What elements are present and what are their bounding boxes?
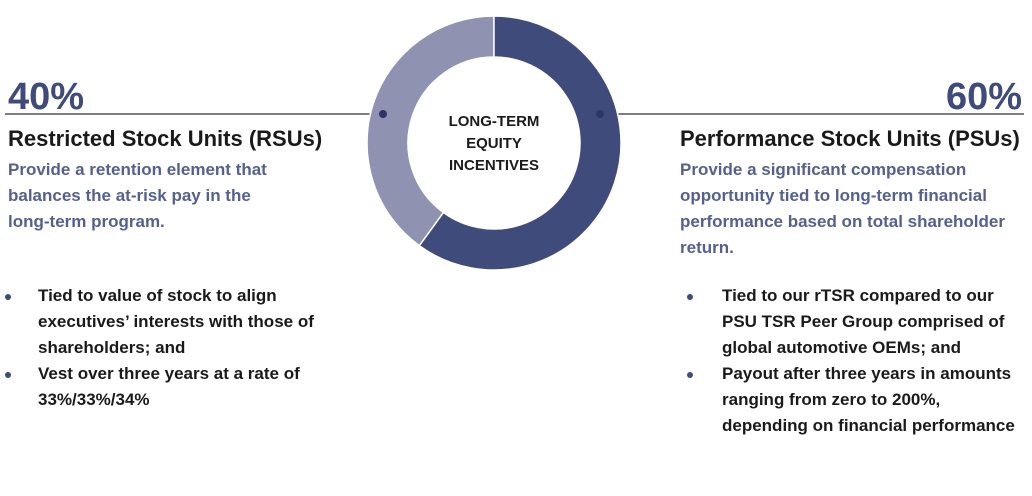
bullet-item: Tied to value of stock to align executiv… [5,283,343,361]
donut-segment [418,15,622,271]
value-label: 60% [945,76,1022,118]
bullet-item: Payout after three years in amounts rang… [687,361,1027,439]
bullet-item: Vest over three years at a rate of 33%/3… [5,361,343,413]
leader-dot [379,110,387,118]
leader-dot [596,110,604,118]
segment-heading: Restricted Stock Units (RSUs) [8,126,323,151]
donut-segment [366,15,495,247]
segment-description: Provide a significant compensation oppor… [680,160,1005,257]
bullet-list: Tied to our rTSR compared to our PSU TSR… [687,283,1027,439]
bullet-item: Tied to our rTSR compared to our PSU TSR… [687,283,1027,361]
segment-heading: Performance Stock Units (PSUs) [680,126,1020,151]
center-label: LONG-TERM EQUITY INCENTIVES [448,113,540,174]
value-label: 40% [8,76,85,118]
segment-description: Provide a retention element that balance… [8,160,267,231]
bullet-list: Tied to value of stock to align executiv… [5,283,343,413]
